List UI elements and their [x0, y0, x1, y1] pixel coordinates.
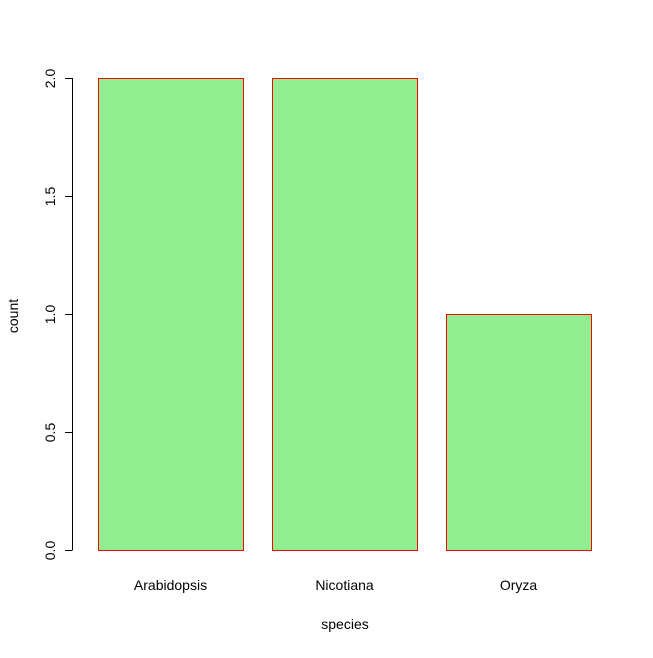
- y-tick-label: 0.0: [42, 541, 58, 561]
- bar-arabidopsis: [98, 78, 244, 551]
- bar-oryza: [446, 314, 592, 551]
- x-tick-label: Oryza: [500, 577, 538, 593]
- bars-layer: [98, 78, 592, 551]
- y-axis: 0.0 0.5 1.0 1.5 2.0: [42, 69, 73, 561]
- x-tick-label: Arabidopsis: [134, 577, 207, 593]
- y-tick-label: 0.5: [42, 423, 58, 443]
- bar-nicotiana: [272, 78, 418, 551]
- x-axis-title: species: [321, 616, 368, 632]
- y-tick-label: 1.0: [42, 305, 58, 325]
- y-tick-label: 1.5: [42, 187, 58, 207]
- y-axis-title: count: [5, 299, 21, 333]
- x-axis-labels: Arabidopsis Nicotiana Oryza: [134, 577, 537, 593]
- x-tick-label: Nicotiana: [315, 577, 374, 593]
- y-tick-label: 2.0: [42, 69, 58, 89]
